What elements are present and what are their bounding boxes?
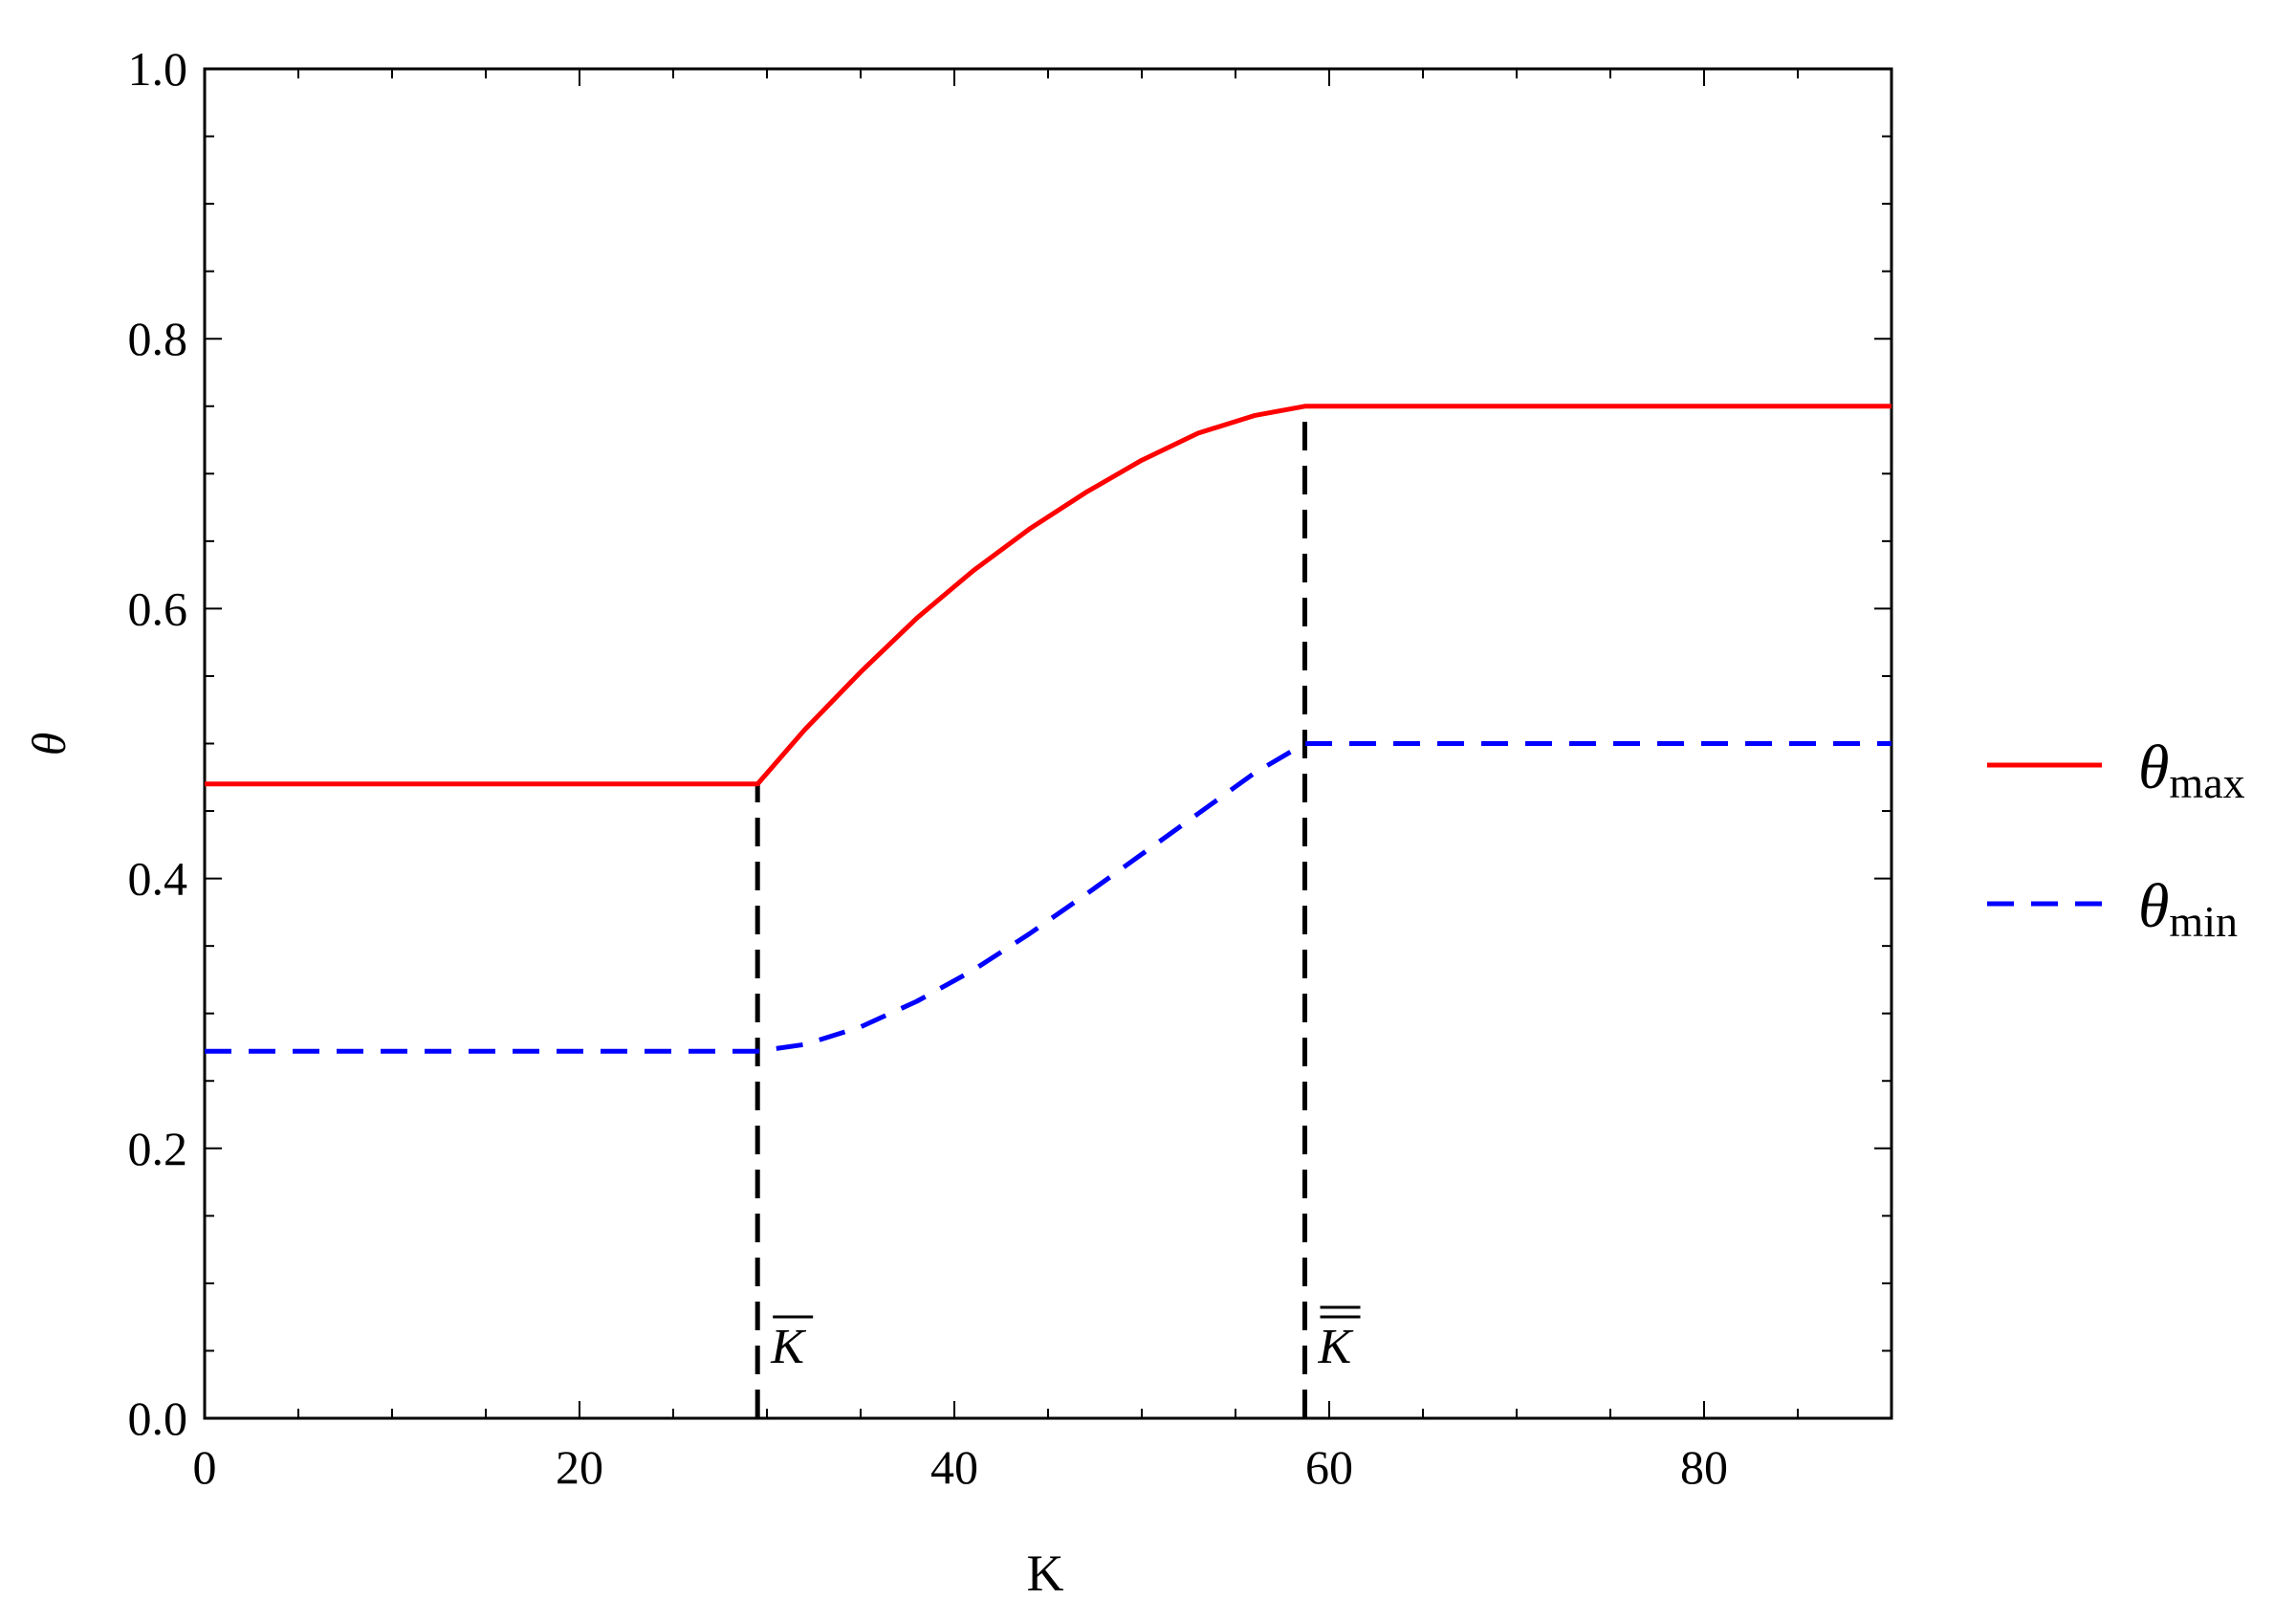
x-tick-label: 80 [1680,1440,1728,1494]
threshold-label-1: K [770,1320,806,1374]
x-tick-label: 20 [556,1440,603,1494]
legend-label-max: θmax [2138,733,2245,807]
x-tick-label: 60 [1305,1440,1353,1494]
series-line-min [205,741,1891,1054]
x-tick-label: 0 [193,1440,217,1494]
x-tick-label: 40 [930,1440,978,1494]
threshold-lines [754,405,1308,1418]
y-tick-labels: 0.0 0.2 0.4 0.6 0.8 1.0 [128,42,188,1445]
y-axis-title: θ [22,733,76,756]
y-tick-label: 0.8 [128,312,188,365]
x-axis-title: K [1027,1544,1064,1602]
legend-label-min: θmin [2138,871,2238,946]
series-lines [205,404,1891,1054]
y-tick-label: 0.0 [128,1391,188,1445]
y-tick-label: 0.6 [128,581,188,635]
x-tick-labels: 0 20 40 60 80 [193,1440,1729,1494]
y-tick-label: 0.2 [128,1122,188,1175]
series-line-max [205,404,1891,787]
threshold-label-2: K [1318,1320,1354,1374]
axis-ticks [204,68,1892,1419]
legend: θmax θmin [1987,733,2245,946]
y-tick-label: 0.4 [128,852,188,906]
y-tick-label: 1.0 [128,42,188,96]
